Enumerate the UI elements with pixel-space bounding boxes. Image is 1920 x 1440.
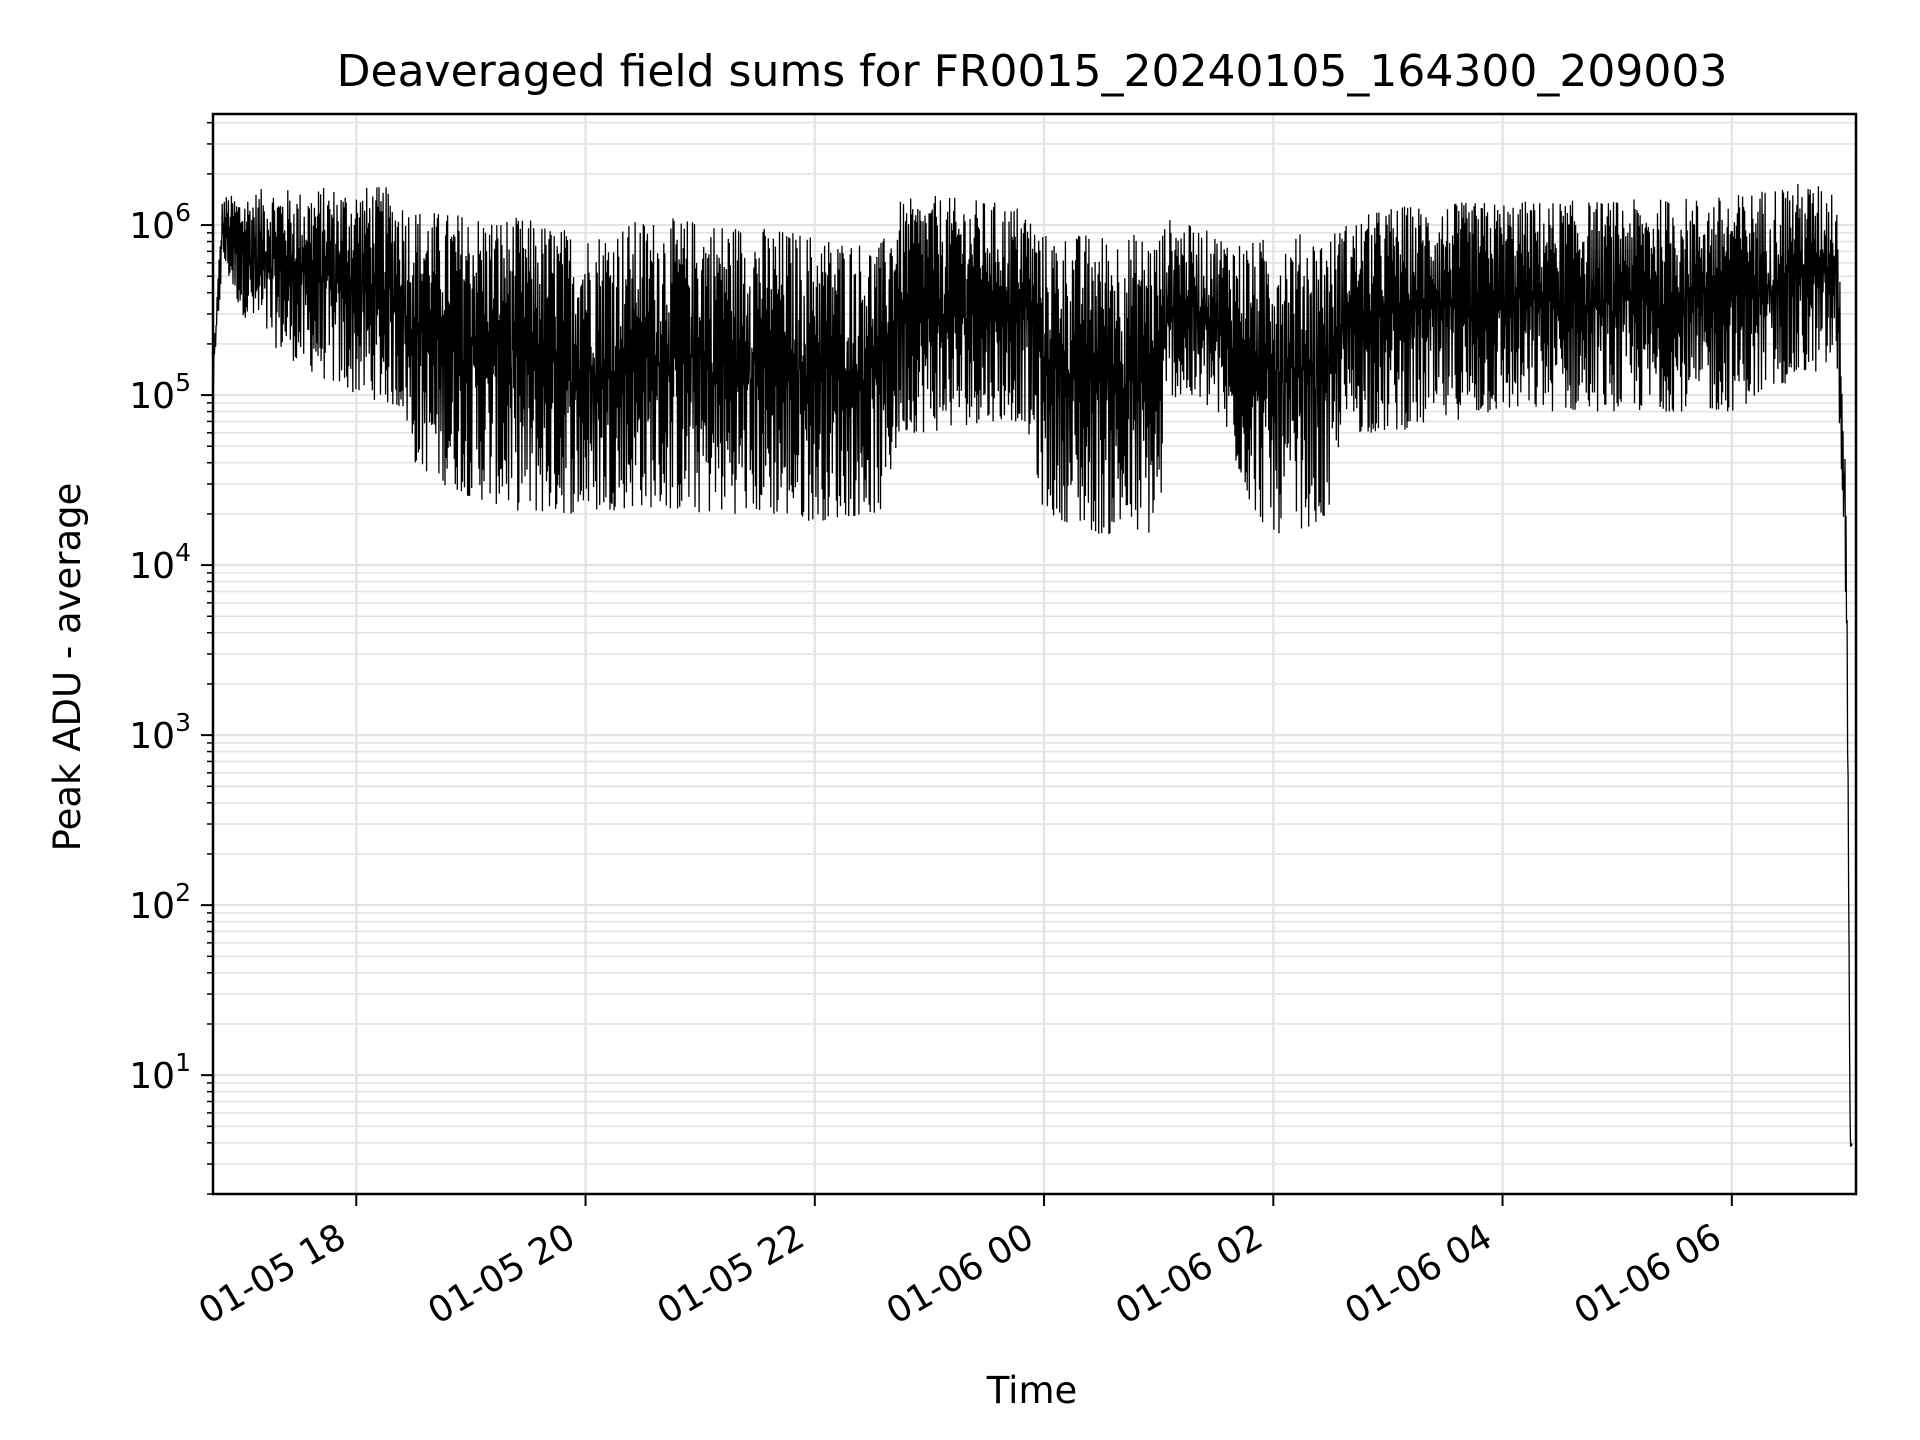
x-axis-label: Time bbox=[986, 1369, 1078, 1412]
x-tick-label: 01-05 22 bbox=[651, 1216, 812, 1332]
y-tick-label: 102 bbox=[129, 878, 191, 927]
x-tick-label: 01-05 18 bbox=[192, 1216, 353, 1332]
x-tick-label: 01-06 00 bbox=[880, 1216, 1041, 1332]
x-tick-label: 01-06 02 bbox=[1109, 1216, 1270, 1332]
y-tick-label: 104 bbox=[129, 538, 191, 587]
x-tick-label: 01-06 04 bbox=[1338, 1216, 1499, 1332]
data-layer bbox=[212, 183, 1853, 1147]
y-tick-label: 105 bbox=[129, 368, 191, 417]
y-axis-label: Peak ADU - average bbox=[46, 483, 89, 852]
x-tick-label: 01-06 06 bbox=[1568, 1216, 1729, 1332]
x-tick-label: 01-05 20 bbox=[421, 1216, 582, 1332]
chart-title: Deaveraged field sums for FR0015_2024010… bbox=[337, 46, 1728, 97]
y-tick-label: 101 bbox=[129, 1048, 191, 1097]
y-tick-label: 106 bbox=[129, 198, 191, 247]
series-line bbox=[212, 183, 1853, 1147]
y-tick-label: 103 bbox=[129, 708, 191, 757]
